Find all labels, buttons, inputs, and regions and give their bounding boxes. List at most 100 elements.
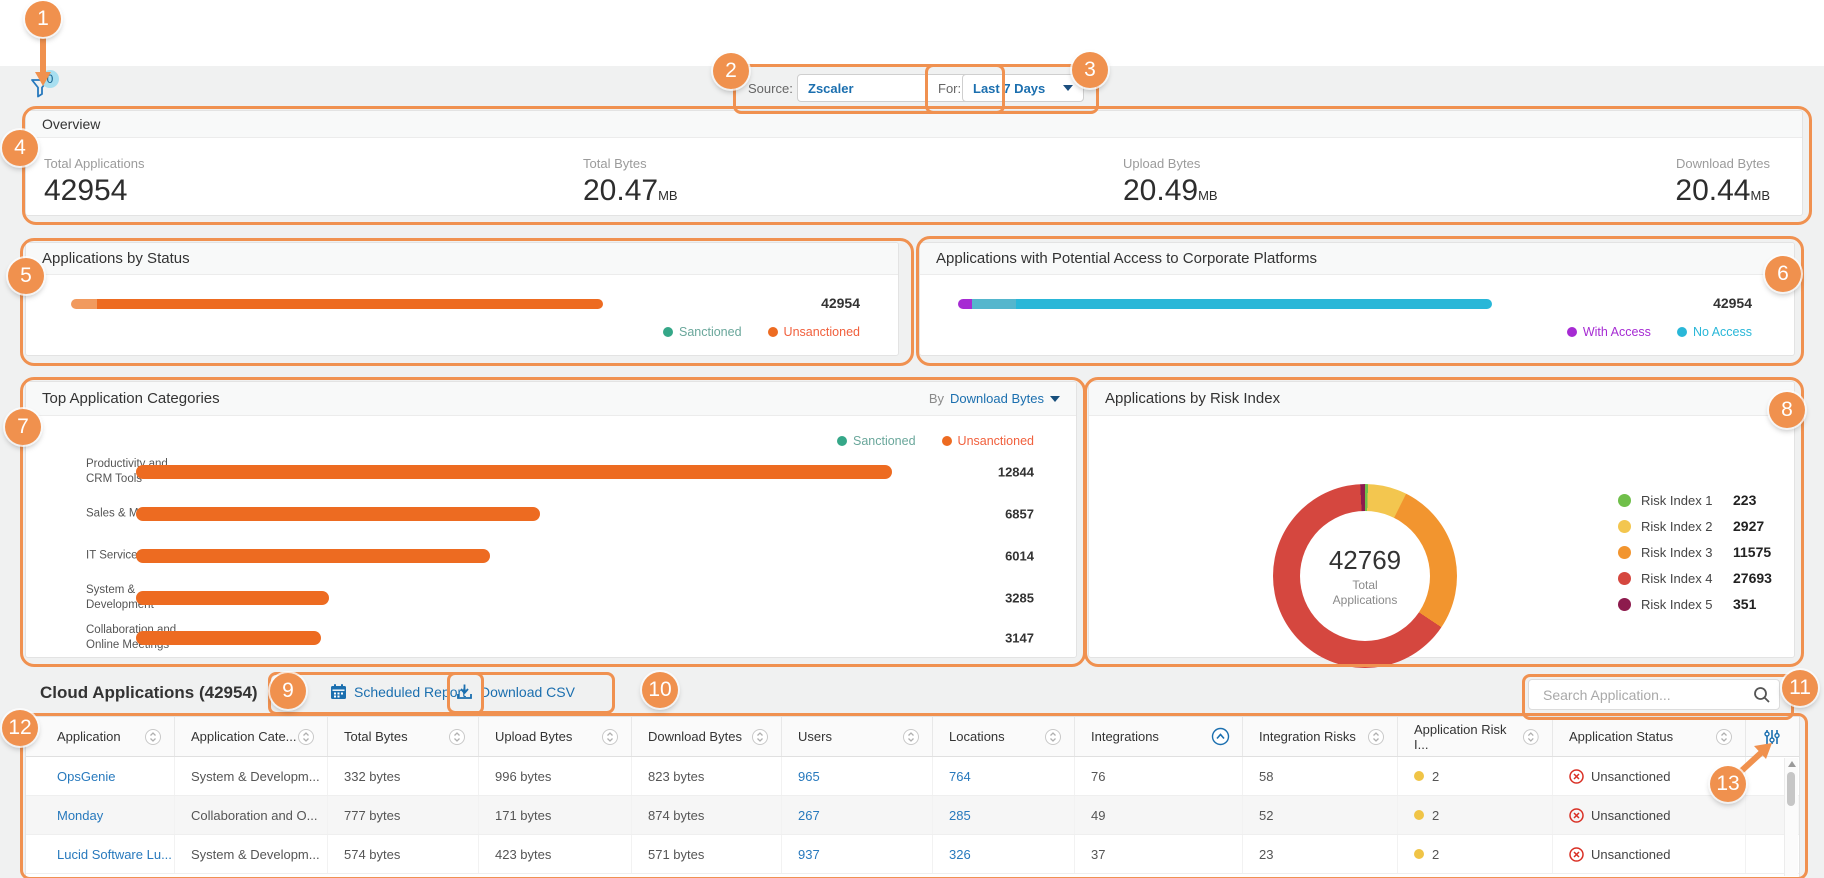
column-header-category[interactable]: Application Cate... [175, 717, 328, 756]
search-input[interactable] [1541, 685, 1753, 704]
sort-icon[interactable] [1044, 728, 1062, 746]
locations-link[interactable]: 764 [933, 757, 1075, 795]
callout-4: 4 [2, 130, 38, 166]
application-link[interactable]: Monday [26, 796, 175, 834]
search-icon[interactable] [1753, 686, 1771, 704]
category-label: IT Services [86, 549, 144, 562]
category-bar[interactable] [136, 549, 490, 563]
table-row[interactable]: OpsGenie System & Developm... 332 bytes … [26, 757, 1799, 796]
callout-11: 11 [1782, 670, 1818, 706]
legend-unsanctioned[interactable]: Unsanctioned [767, 325, 860, 339]
sort-icon[interactable] [1367, 728, 1385, 746]
column-header-integrations[interactable]: Integrations [1075, 717, 1243, 756]
by-metric-dropdown[interactable]: By Download Bytes [929, 391, 1060, 406]
donut-total: 42769 [1328, 544, 1402, 575]
legend-sanctioned[interactable]: Sanctioned [662, 325, 742, 339]
callout-3: 3 [1072, 52, 1108, 88]
category-bar[interactable] [136, 507, 540, 521]
column-header-upload-bytes[interactable]: Upload Bytes [479, 717, 632, 756]
risk-legend-item[interactable]: Risk Index 3 11575 [1618, 542, 1771, 562]
users-link[interactable]: 937 [782, 835, 933, 873]
download-bytes-cell: 823 bytes [632, 757, 782, 795]
scrollbar-thumb[interactable] [1787, 772, 1795, 806]
status-total: 42954 [821, 295, 860, 311]
access-bar-chart[interactable] [958, 299, 1492, 309]
legend-with-access[interactable]: With Access [1566, 325, 1651, 339]
column-header-users[interactable]: Users [782, 717, 933, 756]
category-bar[interactable] [136, 465, 892, 479]
table-row[interactable]: Lucid Software Lu... System & Developm..… [26, 835, 1799, 874]
download-icon [457, 684, 472, 699]
legend-unsanctioned[interactable]: Unsanctioned [941, 434, 1034, 448]
scroll-up-icon[interactable] [1788, 761, 1796, 767]
risk-index-cell: 2 [1398, 757, 1553, 795]
risk5-dot-icon [1618, 597, 1631, 611]
status-cell: Unsanctioned [1553, 796, 1746, 834]
category-bar[interactable] [136, 631, 321, 645]
timerange-value: Last 7 Days [973, 80, 1046, 96]
risk-donut-chart[interactable]: 42769 Total Applications [1273, 484, 1457, 668]
sort-ascending-icon[interactable] [1211, 727, 1230, 746]
risk-panel: Applications by Risk Index 42769 Total A… [1088, 381, 1795, 668]
sort-icon[interactable] [1522, 728, 1540, 746]
column-header-app-status[interactable]: Application Status [1553, 717, 1746, 756]
risk-index-cell: 2 [1398, 796, 1553, 834]
status-panel: Applications by Status 42954 Sanctioned … [25, 242, 899, 356]
risk-legend-item[interactable]: Risk Index 5 351 [1618, 594, 1756, 614]
risk-legend-item[interactable]: Risk Index 4 27693 [1618, 568, 1772, 588]
application-link[interactable]: OpsGenie [26, 757, 175, 795]
column-settings-cell [1746, 717, 1798, 756]
table-scrollbar[interactable] [1784, 758, 1798, 876]
column-header-integration-risks[interactable]: Integration Risks [1243, 717, 1398, 756]
download-bytes-cell: 874 bytes [632, 796, 782, 834]
table-row[interactable]: Monday Collaboration and O... 777 bytes … [26, 796, 1799, 835]
status-bar-chart[interactable] [71, 299, 603, 309]
sort-icon[interactable] [144, 728, 162, 746]
access-panel: Applications with Potential Access to Co… [919, 242, 1795, 356]
scheduled-report-button[interactable]: Scheduled Report [330, 683, 466, 700]
with-access-dot-icon [1566, 327, 1577, 337]
sort-icon[interactable] [601, 728, 619, 746]
callout-6: 6 [1765, 256, 1801, 292]
application-link[interactable]: Lucid Software Lu... [26, 835, 175, 873]
download-csv-button[interactable]: Download CSV [456, 683, 575, 700]
total-bytes-cell: 574 bytes [328, 835, 479, 873]
sort-icon[interactable] [297, 728, 315, 746]
column-header-download-bytes[interactable]: Download Bytes [632, 717, 782, 756]
users-link[interactable]: 267 [782, 796, 933, 834]
callout-13: 13 [1710, 766, 1746, 802]
column-settings-icon[interactable] [1764, 729, 1780, 745]
risk-legend-item[interactable]: Risk Index 1 223 [1618, 490, 1756, 510]
locations-link[interactable]: 326 [933, 835, 1075, 873]
column-header-application[interactable]: Application [26, 717, 175, 756]
access-total: 42954 [1713, 295, 1752, 311]
cloud-apps-title: Cloud Applications (42954) [40, 683, 258, 702]
users-link[interactable]: 965 [782, 757, 933, 795]
integrations-cell: 76 [1075, 757, 1243, 795]
total-bytes-cell: 332 bytes [328, 757, 479, 795]
risk-level-dot-icon [1414, 810, 1424, 820]
locations-link[interactable]: 285 [933, 796, 1075, 834]
integration-risks-cell: 58 [1243, 757, 1398, 795]
donut-center: 42769 Total Applications [1300, 511, 1430, 641]
timerange-dropdown[interactable]: Last 7 Days [962, 74, 1084, 102]
legend-no-access[interactable]: No Access [1676, 325, 1752, 339]
column-header-total-bytes[interactable]: Total Bytes [328, 717, 479, 756]
metric-label: Upload Bytes [1123, 156, 1201, 171]
risk-legend-item[interactable]: Risk Index 2 2927 [1618, 516, 1764, 536]
no-access-dot-icon [1676, 327, 1687, 337]
metric-label: Total Applications [44, 156, 145, 171]
sort-icon[interactable] [1715, 728, 1733, 746]
category-row: Collaboration and Online Meetings 3147 [26, 616, 1076, 660]
legend-sanctioned[interactable]: Sanctioned [836, 434, 916, 448]
sort-icon[interactable] [902, 728, 920, 746]
donut-caption: Total Applications [1332, 577, 1398, 607]
column-header-app-risk-index[interactable]: Application Risk I... [1398, 717, 1553, 756]
category-bar[interactable] [136, 591, 329, 605]
sort-icon[interactable] [751, 728, 769, 746]
overview-title: Overview [42, 116, 101, 132]
upload-bytes-cell: 423 bytes [479, 835, 632, 873]
column-header-locations[interactable]: Locations [933, 717, 1075, 756]
sort-icon[interactable] [448, 728, 466, 746]
cloud-apps-table: Application Application Cate... Total By… [25, 716, 1800, 878]
